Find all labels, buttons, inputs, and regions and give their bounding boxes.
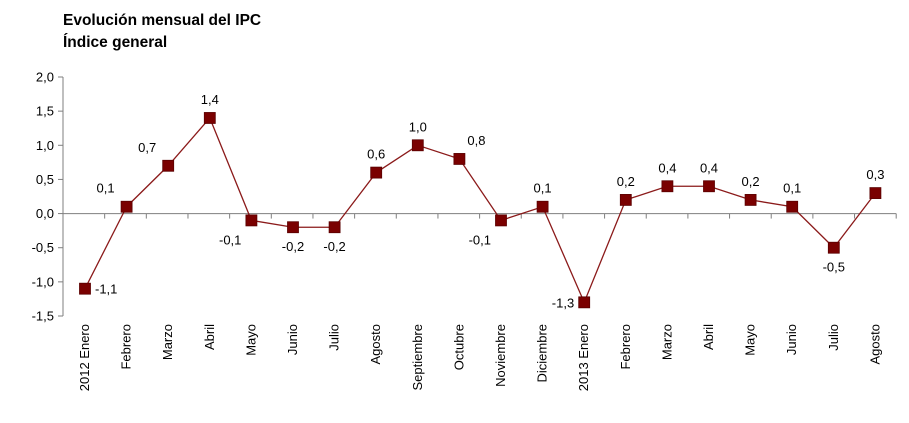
- chart-subtitle: Índice general: [63, 34, 168, 51]
- data-point-marker: [453, 153, 466, 165]
- data-point-marker: [744, 194, 757, 206]
- data-label: 0,1: [534, 181, 552, 196]
- data-label: -0,1: [469, 232, 491, 247]
- y-tick-label: 0,5: [36, 172, 54, 187]
- data-label: 0,6: [367, 147, 385, 162]
- x-category-label: Mayo: [743, 324, 758, 356]
- data-point-marker: [370, 166, 383, 179]
- x-category-label: Febrero: [618, 324, 633, 370]
- x-category-label: Junio: [285, 324, 300, 355]
- data-label: -1,3: [552, 295, 574, 310]
- x-category-label: Noviembre: [493, 324, 508, 387]
- data-point-marker: [869, 187, 882, 199]
- x-category-label: Julio: [327, 324, 342, 351]
- x-category-label: Marzo: [659, 324, 674, 360]
- data-point-marker: [245, 214, 258, 227]
- x-category-label: Febrero: [119, 324, 134, 370]
- data-label: -0,2: [323, 239, 345, 254]
- x-category-label: Marzo: [160, 324, 175, 360]
- data-point-marker: [578, 296, 591, 309]
- data-label: 0,4: [658, 160, 676, 175]
- data-label: 0,2: [742, 174, 760, 189]
- x-category-label: Junio: [784, 324, 799, 355]
- data-label: -0,2: [282, 239, 304, 254]
- data-point-marker: [827, 241, 840, 254]
- data-point-marker: [703, 180, 715, 193]
- data-label: 1,4: [201, 92, 219, 107]
- x-category-label: Agosto: [368, 324, 383, 364]
- data-point-marker: [79, 282, 91, 295]
- data-label: 0,3: [866, 167, 884, 182]
- chart-title: Evolución mensual del IPC: [63, 12, 262, 29]
- y-tick-label: 2,0: [36, 70, 54, 85]
- data-label: 0,7: [138, 140, 156, 155]
- y-tick-label: 0,0: [36, 206, 54, 221]
- data-label: -0,1: [219, 232, 241, 247]
- data-point-marker: [619, 194, 632, 206]
- data-label: 0,1: [783, 181, 801, 196]
- data-point-marker: [203, 112, 216, 124]
- data-point-marker: [786, 200, 799, 213]
- data-point-marker: [120, 200, 133, 213]
- x-category-label: Julio: [826, 324, 841, 351]
- y-tick-label: -1,0: [32, 274, 54, 289]
- data-point-marker: [328, 221, 341, 234]
- x-category-label: Diciembre: [535, 324, 550, 383]
- x-category-label: 2012 Enero: [77, 324, 92, 391]
- x-category-label: Septiembre: [410, 324, 425, 390]
- data-point-marker: [495, 214, 507, 227]
- data-label: 0,4: [700, 160, 718, 175]
- y-tick-label: 1,5: [36, 104, 54, 119]
- data-point-marker: [162, 159, 175, 172]
- data-label: -1,1: [95, 282, 117, 297]
- x-category-label: Mayo: [243, 324, 258, 356]
- data-point-marker: [661, 180, 674, 193]
- y-tick-label: -0,5: [32, 240, 54, 255]
- data-point-marker: [287, 221, 299, 234]
- data-label: -0,5: [823, 260, 845, 275]
- x-category-label: 2013 Enero: [576, 324, 591, 391]
- data-label: 0,1: [97, 181, 115, 196]
- data-label: 0,2: [617, 174, 635, 189]
- y-tick-label: 1,0: [36, 138, 54, 153]
- x-category-label: Abril: [202, 324, 217, 350]
- data-point-marker: [536, 200, 549, 213]
- y-tick-label: -1,5: [32, 309, 54, 324]
- data-label: 0,8: [467, 133, 485, 148]
- data-point-marker: [411, 139, 424, 152]
- data-label: 1,0: [409, 119, 427, 134]
- chart-title-block: Evolución mensual del IPC Índice general: [63, 10, 261, 54]
- x-category-label: Agosto: [867, 324, 882, 364]
- x-category-label: Octubre: [451, 324, 466, 370]
- x-category-label: Abril: [701, 324, 716, 350]
- series-line: [84, 116, 876, 305]
